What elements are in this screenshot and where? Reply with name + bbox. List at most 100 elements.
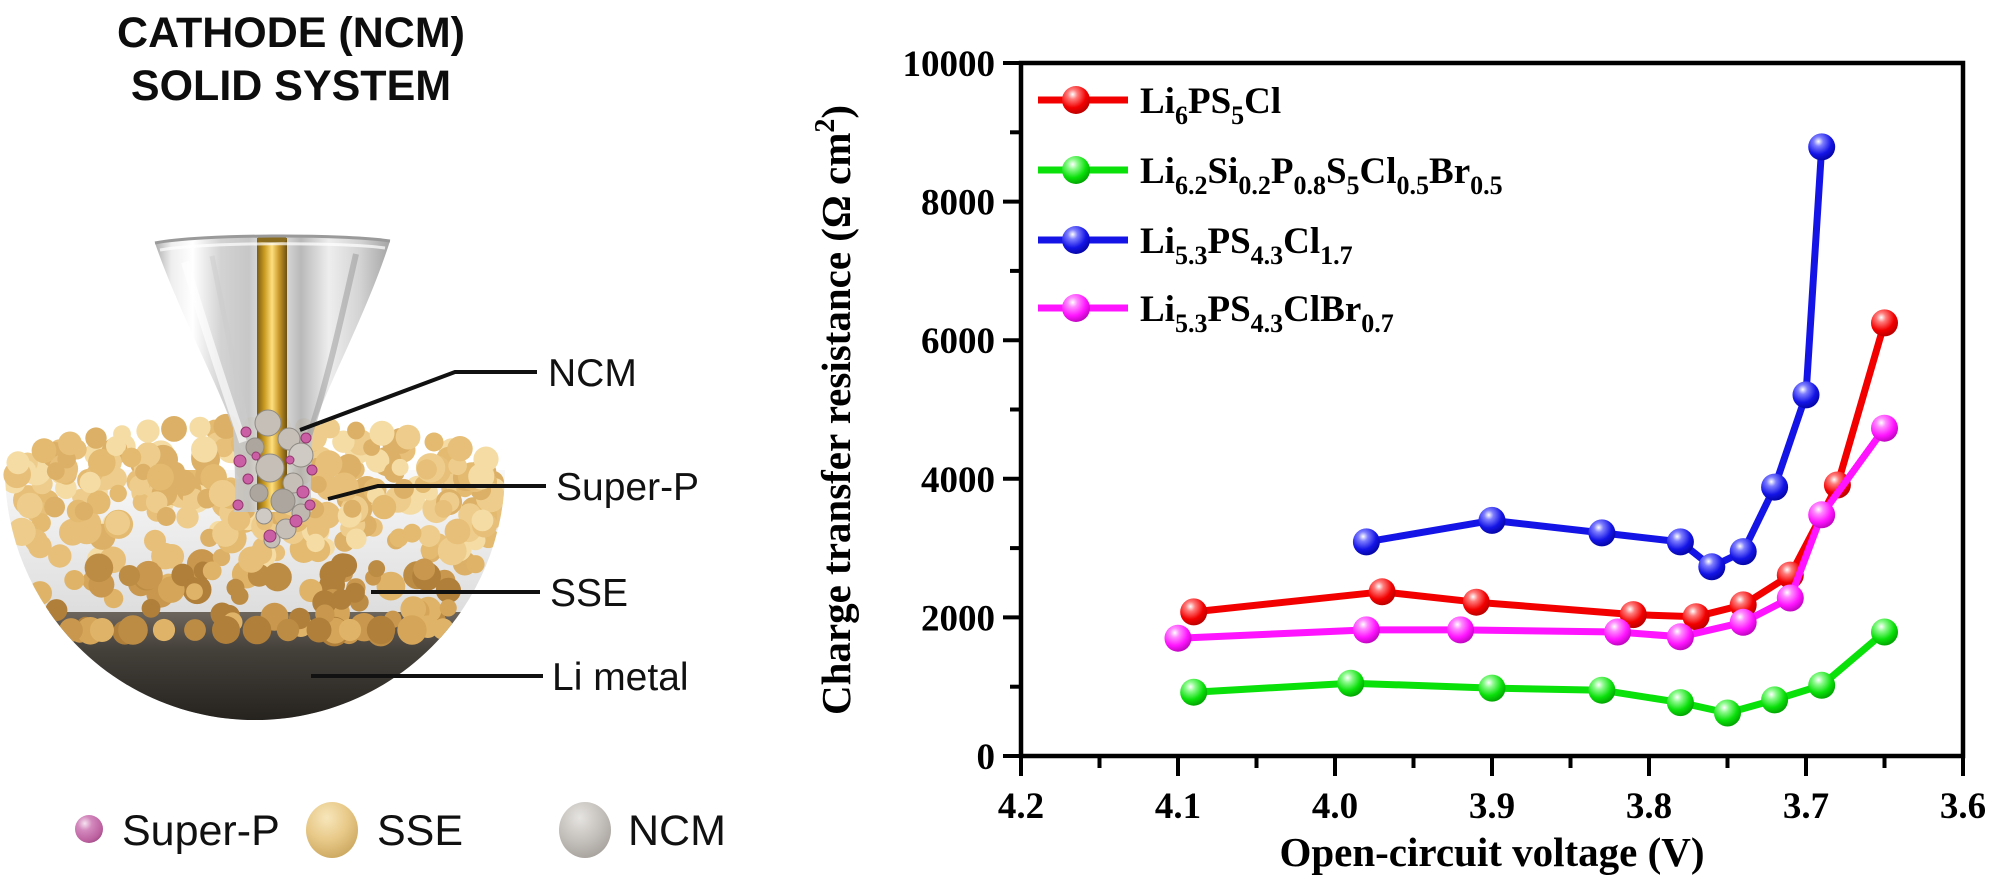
sse-sphere [118, 615, 148, 645]
sse-sphere [141, 598, 161, 618]
sse-sphere [416, 459, 437, 480]
sse-sphere [208, 480, 237, 508]
sse-sphere [338, 618, 362, 642]
sse-sphere [16, 492, 43, 519]
sse-sphere [424, 432, 444, 452]
sse-sphere [31, 513, 51, 533]
sse-dot-icon [306, 802, 358, 858]
sse-sphere [28, 581, 52, 606]
sse-sphere [59, 518, 86, 546]
sse-sphere [473, 446, 499, 472]
sse-sphere [242, 615, 272, 645]
data-point-marker [1164, 624, 1192, 652]
y-axis-title: Charge transfer resistance (Ω cm2) [810, 105, 859, 715]
data-point-marker [1871, 618, 1898, 646]
sse-sphere [186, 583, 203, 600]
callout-label-ncm: NCM [548, 352, 637, 395]
x-tick-label: 3.6 [1940, 786, 1986, 827]
sse-sphere [152, 618, 176, 642]
sse-sphere [366, 615, 396, 645]
sse-sphere [46, 462, 65, 480]
sse-sphere [74, 502, 94, 521]
sse-sphere [84, 553, 114, 583]
callout-line-ncm [299, 370, 537, 432]
callout-label-superp: Super-P [556, 466, 699, 509]
superp-particle [304, 499, 316, 511]
sse-sphere [6, 451, 30, 475]
ncm-dot-icon [559, 802, 611, 858]
y-tick-label: 0 [977, 737, 996, 778]
sse-sphere [368, 560, 386, 578]
x-tick-label: 3.9 [1469, 786, 1515, 827]
sse-sphere [439, 599, 457, 617]
sse-sphere [136, 419, 160, 443]
ncm-particle [288, 442, 314, 468]
data-point-marker [1368, 578, 1396, 606]
data-point-marker [1729, 538, 1757, 566]
sse-sphere [346, 528, 367, 550]
sse-sphere [371, 494, 397, 520]
data-point-marker [1792, 381, 1820, 409]
material-legend-label-superp: Super-P [122, 807, 280, 855]
sse-sphere [343, 499, 362, 518]
sse-sphere [391, 458, 409, 476]
data-point-marker [1666, 528, 1694, 556]
sse-sphere [447, 436, 473, 462]
data-point-marker [1604, 618, 1632, 646]
panel-title-line2: SOLID SYSTEM [131, 62, 451, 110]
sse-sphere [347, 421, 365, 440]
x-tick-label: 4.0 [1312, 786, 1358, 827]
sse-sphere [7, 517, 36, 547]
sse-sphere [79, 471, 101, 493]
sse-sphere [263, 562, 292, 592]
legend-entry-Li5.3PS4.3Cl1.7: Li5.3PS4.3Cl1.7 [1038, 221, 1353, 270]
ncm-particle [270, 488, 296, 514]
material-legend-label-sse: SSE [377, 807, 463, 855]
data-point-marker [1352, 528, 1380, 556]
superp-dot-icon [75, 815, 103, 843]
data-point-marker [1808, 501, 1836, 529]
legend-label: Li5.3PS4.3Cl1.7 [1140, 221, 1353, 270]
superp-particle [240, 426, 252, 438]
sse-sphere [402, 523, 422, 543]
x-tick-label: 4.2 [998, 786, 1044, 827]
sse-sphere [393, 478, 414, 499]
sse-sphere [444, 518, 471, 545]
cathode-cluster [232, 409, 318, 549]
sse-sphere [332, 430, 355, 453]
legend-marker [1062, 156, 1090, 184]
data-point-marker [1808, 133, 1836, 161]
sse-sphere [146, 463, 174, 491]
sse-sphere [306, 617, 332, 643]
legend-entry-Li6PS5Cl: Li6PS5Cl [1038, 81, 1281, 130]
sse-sphere [191, 436, 218, 463]
y-tick-label: 10000 [903, 44, 996, 85]
superp-particle [242, 473, 254, 485]
chart-panel: 4.2 4.1 4.0 3.9 3.8 3.7 3.6 0 2000 4000 6000 8000 10… [810, 44, 1986, 875]
data-point-marker [1337, 669, 1365, 697]
legend-entry-Li5.3PS4.3ClBr0.7: Li5.3PS4.3ClBr0.7 [1038, 289, 1394, 338]
ncm-particle [254, 409, 282, 437]
sse-sphere [59, 618, 83, 642]
callout-label-sse: SSE [550, 572, 628, 615]
data-point-marker [1478, 674, 1506, 702]
sse-sphere [227, 508, 251, 531]
superp-particle [306, 464, 318, 476]
sse-sphere [169, 469, 197, 496]
sse-sphere [418, 525, 441, 547]
data-point-marker [1808, 671, 1836, 699]
sse-sphere [212, 616, 240, 644]
y-tick-label: 8000 [921, 183, 995, 224]
sse-sphere [397, 615, 427, 645]
sse-sphere [212, 548, 231, 567]
sse-sphere [58, 431, 82, 456]
sse-sphere [171, 563, 194, 587]
sse-sphere [319, 561, 347, 588]
superp-particle [300, 432, 312, 444]
callout-line-superp [327, 484, 546, 501]
sse-particle-bed [3, 413, 505, 647]
sse-sphere [413, 558, 436, 581]
data-point-marker [1619, 601, 1647, 629]
sse-sphere [184, 619, 206, 641]
